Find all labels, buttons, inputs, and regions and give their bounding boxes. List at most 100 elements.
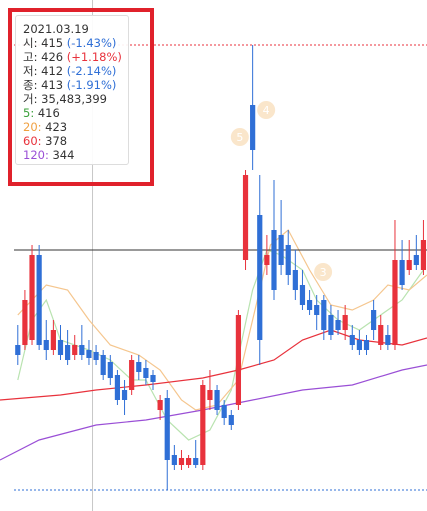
candle-body: [150, 375, 156, 382]
candle-body: [79, 345, 85, 355]
candle-body: [207, 390, 213, 400]
price-label: 시:: [23, 36, 38, 50]
price-change: (-2.14%): [66, 64, 117, 78]
price-change: (+1.18%): [66, 50, 122, 64]
candle-body: [235, 315, 242, 405]
ma-line: [0, 329, 427, 401]
candle-body: [22, 300, 28, 345]
candle-body: [250, 105, 256, 150]
average-value: 423: [45, 120, 68, 134]
candle-body: [299, 285, 306, 305]
annotation-marker: [230, 128, 249, 146]
candle-body: [328, 315, 334, 335]
candle-body: [114, 375, 121, 400]
candle-body: [264, 255, 270, 265]
annotation-label: 4: [263, 104, 270, 117]
price-label: 종:: [23, 78, 38, 92]
candle-body: [356, 340, 362, 350]
candle-body: [413, 255, 419, 265]
candle-body: [420, 240, 427, 270]
average-label: 60:: [23, 134, 42, 148]
candle-body: [36, 255, 42, 345]
volume-value: 35,483,399: [41, 92, 107, 106]
candle-body: [193, 458, 199, 465]
candle-body: [363, 340, 370, 350]
price-row: 저: 412 (-2.14%): [23, 64, 128, 78]
price-row: 고: 426 (+1.18%): [23, 50, 128, 64]
candle-body: [57, 340, 64, 355]
candle-body: [242, 175, 249, 260]
annotation-marker: [314, 263, 333, 281]
candle-body: [314, 305, 320, 315]
price-value: 426: [41, 50, 64, 64]
highlight-frame: [8, 8, 154, 186]
average-value: 344: [52, 148, 75, 162]
candle-body: [29, 255, 35, 340]
candle-body: [65, 345, 71, 360]
tooltip-date: 2021.03.19: [23, 22, 89, 36]
ma-line: [0, 364, 427, 461]
average-row: 60: 378: [23, 134, 128, 148]
volume-row: 거: 35,483,399: [23, 92, 128, 106]
candle-body: [43, 340, 49, 350]
candle-body: [107, 362, 113, 378]
price-value: 413: [41, 78, 64, 92]
price-label: 고:: [23, 50, 38, 64]
candle-body: [72, 345, 78, 355]
candle-body: [157, 400, 163, 410]
price-change: (-1.91%): [66, 78, 117, 92]
candle-body: [385, 335, 391, 345]
price-row: 시: 415 (-1.43%): [23, 36, 128, 50]
price-change: (-1.43%): [66, 36, 117, 50]
candle-body: [392, 260, 398, 345]
candle-body: [50, 330, 56, 350]
candle-body: [399, 260, 405, 285]
candle-body: [214, 390, 220, 410]
average-label: 20:: [23, 120, 42, 134]
candle-body: [221, 405, 227, 418]
candle-body: [406, 260, 412, 270]
candle-body: [306, 300, 313, 310]
candle-body: [86, 350, 92, 358]
average-row: 120: 344: [23, 148, 128, 162]
candle-body: [278, 235, 284, 265]
annotation-label: 3: [320, 266, 327, 279]
average-value: 416: [37, 106, 60, 120]
average-row: 20: 423: [23, 120, 128, 134]
volume-label: 거:: [23, 92, 38, 106]
candle-body: [171, 455, 177, 465]
candle-body: [100, 355, 106, 375]
candle-body: [285, 245, 291, 275]
candle-body: [15, 345, 21, 355]
price-label: 저:: [23, 64, 38, 78]
candle-body: [136, 362, 142, 372]
candle-body: [228, 415, 234, 425]
candle-body: [143, 368, 149, 378]
annotation-label: 5: [236, 131, 243, 144]
candle-body: [321, 300, 327, 330]
annotation-marker: [257, 101, 276, 119]
price-value: 415: [41, 36, 64, 50]
candle-body: [257, 215, 263, 340]
price-row: 종: 413 (-1.91%): [23, 78, 128, 92]
average-label: 5:: [23, 106, 35, 120]
ma-line: [17, 229, 427, 411]
candle-body: [164, 398, 170, 460]
tooltip: 2021.03.19 시: 415 (-1.43%) 고: 426 (+1.18%)…: [15, 15, 129, 165]
average-value: 378: [45, 134, 68, 148]
candle-body: [335, 320, 341, 330]
candle-body: [93, 352, 99, 360]
candle-body: [292, 270, 298, 290]
candle-body: [349, 335, 355, 345]
candle-body: [378, 325, 384, 345]
candle-body: [371, 310, 377, 330]
candle-body: [271, 230, 277, 290]
price-value: 412: [41, 64, 64, 78]
candle-body: [178, 458, 185, 465]
candle-body: [129, 360, 135, 390]
candle-body: [200, 385, 206, 465]
candle-body: [121, 390, 128, 400]
candle-body: [342, 315, 348, 330]
